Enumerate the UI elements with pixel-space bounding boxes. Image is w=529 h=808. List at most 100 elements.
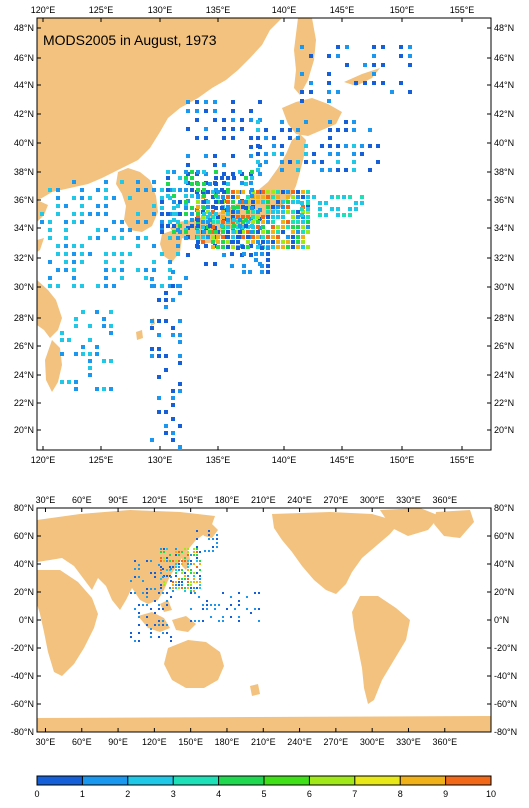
- obs-cell: [181, 563, 183, 565]
- obs-cell: [152, 268, 156, 272]
- lon-label-bottom: 135°E: [206, 455, 231, 465]
- obs-cell: [291, 245, 295, 249]
- obs-cell: [304, 152, 308, 156]
- obs-cell: [201, 235, 205, 239]
- obs-cell: [306, 245, 310, 249]
- obs-cell: [261, 200, 265, 204]
- obs-cell: [242, 270, 246, 274]
- obs-cell: [150, 347, 154, 351]
- obs-cell: [296, 245, 300, 249]
- obs-cell: [226, 200, 230, 204]
- obs-cell: [64, 260, 68, 264]
- obs-cell: [152, 260, 156, 264]
- obs-cell: [150, 588, 152, 590]
- obs-cell: [304, 120, 308, 124]
- obs-cell: [266, 264, 270, 268]
- obs-cell: [172, 590, 174, 592]
- obs-cell: [251, 240, 255, 244]
- obs-cell: [67, 380, 71, 384]
- obs-cell: [190, 560, 192, 562]
- obs-cell: [201, 240, 205, 244]
- obs-cell: [266, 200, 270, 204]
- obs-cell: [166, 569, 168, 571]
- obs-cell: [74, 387, 78, 391]
- obs-cell: [363, 63, 367, 67]
- obs-cell: [150, 572, 152, 574]
- obs-cell: [202, 608, 204, 610]
- obs-cell: [352, 168, 356, 172]
- obs-cell: [56, 212, 60, 216]
- lon-label-top: 140°E: [272, 5, 297, 15]
- obs-cell: [230, 604, 232, 606]
- obs-cell: [81, 310, 85, 314]
- obs-cell: [241, 230, 245, 234]
- obs-cell: [146, 604, 148, 606]
- obs-cell: [208, 182, 212, 186]
- global-map: 30°E 30°E 60°E 60°E 90°E 90°E 120°E 120°E 150°E 1…: [11, 495, 517, 747]
- obs-cell: [138, 612, 140, 614]
- obs-cell: [216, 235, 220, 239]
- lat-label-left: 26°N: [14, 341, 34, 351]
- obs-cell: [168, 284, 172, 288]
- obs-cell: [312, 152, 316, 156]
- obs-cell: [171, 326, 175, 330]
- obs-cell: [276, 230, 280, 234]
- obs-cell: [213, 118, 217, 122]
- obs-cell: [112, 252, 116, 256]
- obs-cell: [301, 190, 305, 194]
- lon-label-bottom: 30°E: [36, 737, 56, 747]
- obs-cell: [196, 215, 200, 219]
- obs-cell: [160, 212, 164, 216]
- lon-label-top: 30°E: [36, 495, 56, 505]
- obs-cell: [301, 240, 305, 244]
- obs-cell: [138, 632, 140, 634]
- obs-cell: [256, 160, 260, 164]
- obs-cell: [256, 195, 260, 199]
- obs-cell: [158, 620, 160, 622]
- obs-cell: [160, 569, 162, 571]
- obs-cell: [210, 604, 212, 606]
- obs-cell: [214, 176, 218, 180]
- obs-cell: [171, 396, 175, 400]
- obs-cell: [206, 205, 210, 209]
- lon-label-top: 135°E: [206, 5, 231, 15]
- obs-cell: [241, 200, 245, 204]
- obs-cell: [258, 163, 262, 167]
- obs-cell: [193, 587, 195, 589]
- obs-cell: [178, 445, 182, 449]
- obs-cell: [163, 584, 165, 586]
- obs-cell: [211, 215, 215, 219]
- obs-cell: [196, 546, 198, 548]
- obs-cell: [146, 596, 148, 598]
- obs-cell: [88, 196, 92, 200]
- obs-cell: [166, 632, 168, 634]
- obs-cell: [198, 596, 200, 598]
- obs-cell: [172, 587, 174, 589]
- obs-cell: [138, 640, 140, 642]
- obs-cell: [175, 548, 177, 550]
- obs-cell: [210, 616, 212, 618]
- obs-cell: [181, 560, 183, 562]
- obs-cell: [184, 170, 188, 174]
- obs-cell: [276, 190, 280, 194]
- obs-cell: [178, 188, 182, 192]
- obs-cell: [230, 240, 234, 244]
- obs-cell: [142, 580, 144, 582]
- obs-cell: [104, 196, 108, 200]
- obs-cell: [160, 560, 162, 562]
- obs-cell: [160, 200, 164, 204]
- obs-cell: [261, 195, 265, 199]
- obs-cell: [146, 592, 148, 594]
- obs-cell: [327, 99, 331, 103]
- lon-label-top: 300°E: [360, 495, 385, 505]
- obs-cell: [184, 587, 186, 589]
- obs-cell: [199, 575, 201, 577]
- obs-cell: [48, 228, 52, 232]
- obs-cell: [266, 252, 270, 256]
- obs-cell: [184, 194, 188, 198]
- obs-cell: [254, 258, 258, 262]
- obs-cell: [238, 170, 242, 174]
- obs-cell: [160, 284, 164, 288]
- obs-cell: [222, 620, 224, 622]
- obs-cell: [172, 218, 176, 222]
